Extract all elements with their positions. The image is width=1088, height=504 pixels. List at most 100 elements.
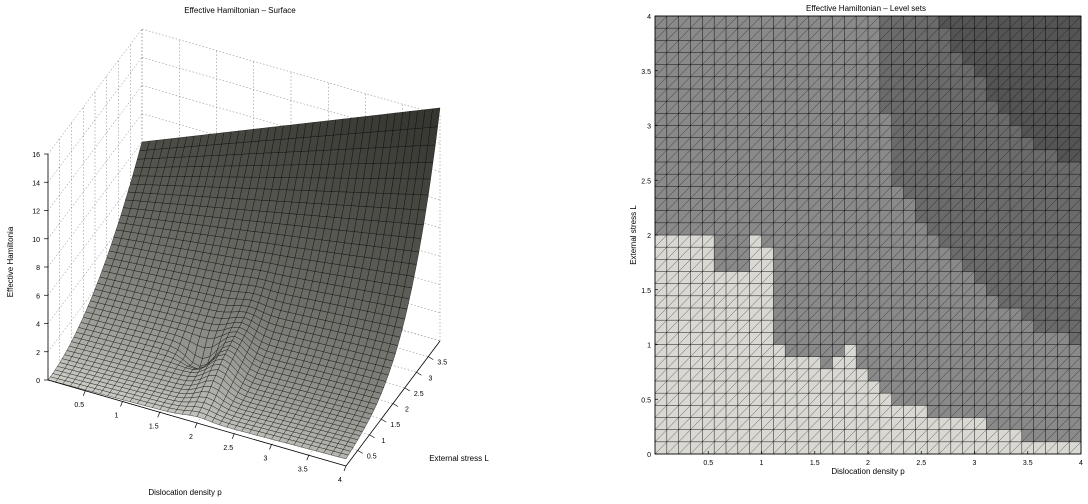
y-tick-label: 3.5	[641, 69, 651, 76]
mesh-diagonal	[725, 88, 1082, 455]
mesh-diagonal	[654, 15, 679, 41]
mesh-diagonal	[654, 15, 892, 260]
mesh-diagonal	[654, 15, 928, 296]
mesh-diagonal	[678, 40, 1082, 455]
y-tick-label: 1	[382, 438, 386, 445]
levels-x-label: Dislocation density p	[831, 467, 905, 476]
mesh-diagonal	[702, 64, 1082, 455]
mesh-diagonal	[654, 15, 691, 53]
y-tick-label: 2	[647, 233, 651, 240]
mesh-diagonal	[761, 125, 1082, 455]
x-tick	[194, 422, 198, 429]
back-wall-gridline	[141, 57, 441, 144]
x-tick	[269, 444, 272, 450]
z-tick-label: 0	[36, 378, 40, 385]
mesh-diagonal	[654, 15, 809, 175]
y-tick-label: 1.5	[390, 422, 400, 429]
z-tick-label: 14	[32, 180, 40, 187]
y-tick	[404, 387, 410, 392]
levels-axes: 0.5 1 1.5 2 2.5 3 3.5 4 0 0.5 1 1.5 2 2.5 3 3.5 4	[641, 14, 1083, 467]
mesh-diagonal	[654, 15, 833, 199]
mesh-diagonal	[654, 15, 857, 223]
mesh-diagonal	[796, 161, 1082, 455]
y-tick-label: 3	[429, 375, 433, 382]
x-tick-label: 4	[1079, 460, 1083, 467]
mesh-diagonal	[1069, 441, 1082, 455]
x-tick-label: 3	[264, 456, 268, 463]
mesh-diagonal	[654, 15, 987, 357]
surface-plot: Effective Hamiltonian – Surface 0 2 4 6 8 10 1…	[6, 6, 489, 497]
mesh-diagonal	[654, 15, 798, 163]
mesh-diagonal	[820, 186, 1082, 455]
mesh-diagonal	[844, 210, 1082, 455]
y-tick	[392, 403, 399, 407]
y-tick-label: 4	[647, 14, 651, 21]
mesh-diagonal	[986, 356, 1082, 455]
x-tick-label: 1	[760, 460, 764, 467]
mesh-diagonal	[654, 15, 940, 309]
mesh-diagonal	[654, 15, 951, 321]
mesh-diagonal	[1033, 405, 1082, 455]
mesh-diagonal	[998, 368, 1082, 455]
z-tick-label: 16	[32, 152, 40, 159]
x-tick-label: 2.5	[916, 460, 926, 467]
y-tick-label: 2.5	[414, 391, 424, 398]
mesh-diagonal	[903, 271, 1082, 455]
surface-x-label: Dislocation density p	[148, 488, 222, 497]
x-tick-label: 1.5	[810, 460, 820, 467]
x-tick-label: 0.5	[74, 402, 84, 409]
x-tick	[231, 433, 235, 439]
mesh-diagonal	[654, 15, 1070, 442]
mesh-diagonal	[867, 234, 1082, 455]
y-tick-label: 3	[647, 124, 651, 131]
y-tick	[369, 434, 375, 439]
mesh-diagonal	[808, 174, 1082, 455]
mesh-diagonal	[654, 15, 869, 236]
surface-title: Effective Hamiltonian – Surface	[184, 6, 296, 15]
back-wall-gridline	[141, 28, 441, 116]
mesh-diagonal	[927, 295, 1082, 455]
mesh-diagonal	[785, 149, 1082, 455]
surface-mesh	[47, 107, 441, 460]
y-tick-label: 2.5	[641, 178, 651, 185]
z-tick-label: 2	[36, 350, 40, 357]
mesh-diagonal	[654, 15, 1034, 406]
z-tick-label: 8	[36, 265, 40, 272]
mesh-diagonal	[1021, 393, 1082, 455]
x-tick-label: 1	[115, 413, 119, 420]
mesh-diagonal	[654, 15, 880, 248]
x-tick-label: 2.5	[223, 445, 233, 452]
mesh-diagonal	[832, 198, 1082, 455]
mesh-diagonal	[654, 15, 1058, 430]
mesh-diagonal	[654, 15, 667, 29]
y-tick-label: 1	[647, 343, 651, 350]
mesh-diagonal	[773, 137, 1082, 455]
mesh-diagonal	[974, 344, 1082, 455]
y-tick	[357, 450, 363, 454]
mesh-diagonal	[1057, 429, 1082, 455]
mesh-diagonal	[654, 15, 774, 138]
levels-y-label: External stress L	[629, 205, 638, 265]
x-tick-label: 4	[338, 477, 342, 484]
y-tick-label: 0	[647, 452, 651, 459]
mesh-diagonal	[856, 222, 1082, 455]
level-sets-plot: Effective Hamiltonian – Level sets 0.5 1 1…	[629, 4, 1083, 476]
y-tick-label: 1.5	[641, 288, 651, 295]
mesh-diagonal	[891, 259, 1082, 455]
mesh-diagonal	[654, 15, 845, 211]
back-wall-gridline	[47, 28, 143, 155]
mesh-diagonal	[654, 15, 999, 369]
x-tick	[120, 401, 123, 407]
surface-facet	[338, 452, 349, 460]
y-tick-label: 2	[405, 407, 409, 414]
y-tick	[416, 371, 422, 376]
mesh-diagonal	[1045, 417, 1082, 455]
mesh-diagonal	[1009, 380, 1082, 455]
z-tick-label: 10	[32, 237, 40, 244]
surface-z-label: Effective Hamiltonia	[6, 226, 15, 297]
x-tick-label: 1.5	[149, 423, 159, 430]
mesh-diagonal	[654, 15, 1082, 455]
mesh-diagonal	[654, 15, 727, 90]
y-tick	[428, 356, 434, 360]
